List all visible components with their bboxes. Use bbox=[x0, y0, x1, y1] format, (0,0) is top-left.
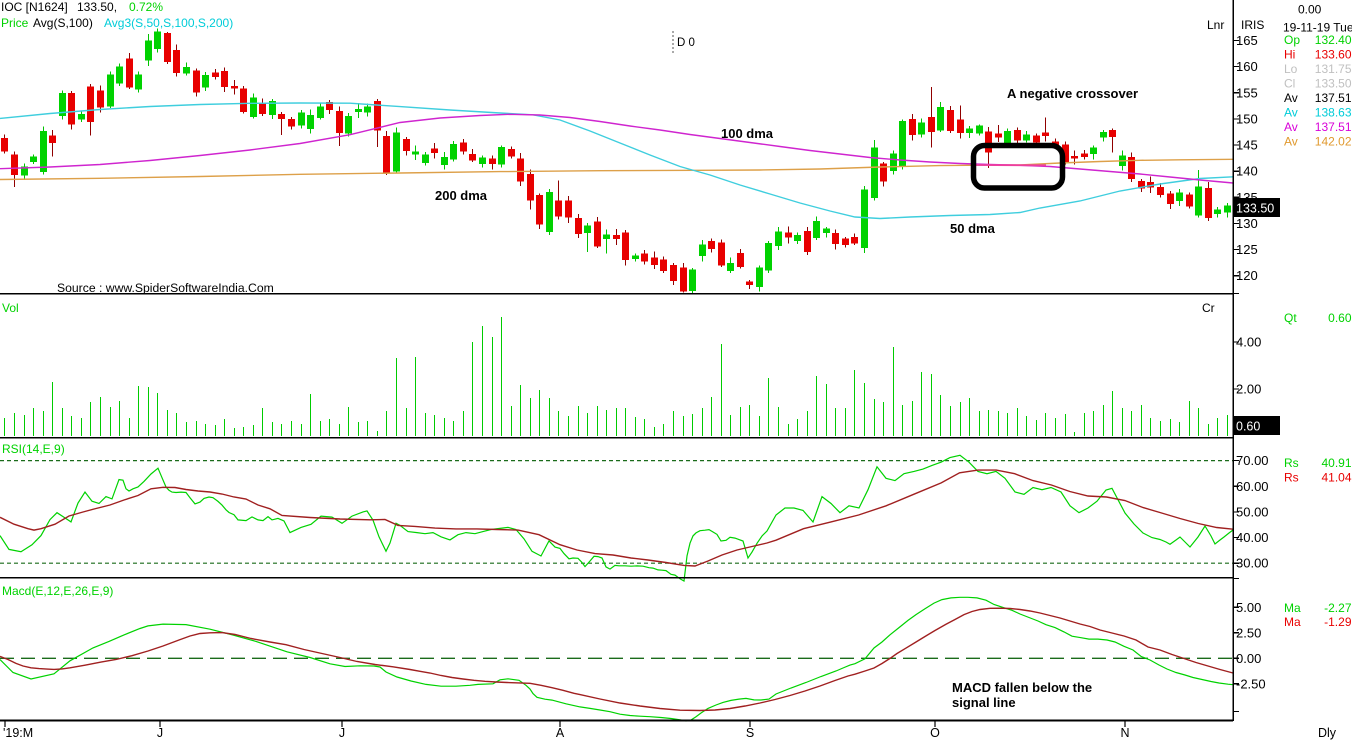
svg-text:5.00: 5.00 bbox=[1236, 600, 1261, 615]
svg-text:131.75: 131.75 bbox=[1315, 62, 1352, 76]
svg-text:A: A bbox=[556, 726, 565, 740]
svg-text:130: 130 bbox=[1236, 216, 1258, 231]
svg-text:IRIS: IRIS bbox=[1241, 18, 1264, 32]
svg-text:Macd(E,12,E,26,E,9): Macd(E,12,E,26,E,9) bbox=[2, 584, 113, 598]
svg-text:138.63: 138.63 bbox=[1315, 106, 1352, 120]
svg-text:D 0: D 0 bbox=[677, 37, 695, 49]
svg-text:Av: Av bbox=[1284, 106, 1298, 120]
svg-text:200 dma: 200 dma bbox=[435, 188, 488, 203]
svg-text:Ma: Ma bbox=[1284, 601, 1301, 615]
svg-text:Ma: Ma bbox=[1284, 615, 1301, 629]
svg-text:60.00: 60.00 bbox=[1236, 479, 1269, 494]
svg-text:Dly: Dly bbox=[1318, 726, 1337, 740]
svg-text:signal line: signal line bbox=[952, 695, 1016, 710]
svg-text:Av: Av bbox=[1284, 91, 1298, 105]
svg-text:Av: Av bbox=[1284, 135, 1298, 149]
svg-text:100 dma: 100 dma bbox=[721, 126, 774, 141]
svg-text:0.00: 0.00 bbox=[1298, 3, 1322, 17]
svg-text:Av: Av bbox=[1284, 120, 1298, 134]
svg-text:4.00: 4.00 bbox=[1236, 335, 1261, 350]
svg-text:Hi: Hi bbox=[1284, 48, 1295, 62]
svg-text:MACD fallen below the: MACD fallen below the bbox=[952, 680, 1092, 695]
svg-text:Rs: Rs bbox=[1284, 471, 1299, 485]
svg-text:30.00: 30.00 bbox=[1236, 556, 1269, 571]
svg-text:137.51: 137.51 bbox=[1315, 91, 1352, 105]
svg-text:0.72%: 0.72% bbox=[129, 0, 163, 14]
svg-text:132.40: 132.40 bbox=[1315, 33, 1352, 47]
svg-text:J: J bbox=[157, 726, 163, 740]
svg-text:0.60: 0.60 bbox=[1236, 420, 1260, 434]
svg-text:133.50: 133.50 bbox=[1236, 202, 1274, 216]
svg-text:Cl: Cl bbox=[1284, 77, 1295, 91]
svg-text:0.00: 0.00 bbox=[1236, 651, 1261, 666]
svg-text:133.60: 133.60 bbox=[1315, 48, 1352, 62]
svg-text:IOC [N1624]: IOC [N1624] bbox=[1, 0, 68, 14]
svg-text:150: 150 bbox=[1236, 111, 1258, 126]
svg-text:Lnr: Lnr bbox=[1207, 18, 1224, 32]
svg-text:133.50,: 133.50, bbox=[77, 0, 117, 14]
svg-text:Price: Price bbox=[1, 16, 29, 30]
svg-text:A negative crossover: A negative crossover bbox=[1007, 86, 1138, 101]
svg-text:'19:M: '19:M bbox=[3, 726, 33, 740]
svg-text:40.91: 40.91 bbox=[1321, 456, 1351, 470]
svg-text:Cr: Cr bbox=[1202, 301, 1215, 315]
svg-text:-2.50: -2.50 bbox=[1236, 676, 1266, 691]
svg-text:-2.27: -2.27 bbox=[1324, 601, 1352, 615]
svg-text:Vol: Vol bbox=[2, 301, 19, 315]
svg-text:140: 140 bbox=[1236, 164, 1258, 179]
svg-text:41.04: 41.04 bbox=[1321, 471, 1351, 485]
svg-text:120: 120 bbox=[1236, 268, 1258, 283]
svg-text:Rs: Rs bbox=[1284, 456, 1299, 470]
svg-text:50 dma: 50 dma bbox=[950, 221, 996, 236]
svg-text:J: J bbox=[339, 726, 345, 740]
svg-text:145: 145 bbox=[1236, 138, 1258, 153]
svg-text:Avg3(S,50,S,100,S,200): Avg3(S,50,S,100,S,200) bbox=[104, 16, 233, 30]
svg-text:2.00: 2.00 bbox=[1236, 382, 1261, 397]
svg-text:40.00: 40.00 bbox=[1236, 530, 1269, 545]
svg-text:0.60: 0.60 bbox=[1328, 311, 1352, 325]
svg-text:Lo: Lo bbox=[1284, 62, 1298, 76]
svg-text:S: S bbox=[746, 726, 754, 740]
svg-text:165: 165 bbox=[1236, 33, 1258, 48]
svg-text:137.51: 137.51 bbox=[1315, 120, 1352, 134]
svg-text:Source : www.SpiderSoftwareInd: Source : www.SpiderSoftwareIndia.Com bbox=[57, 281, 274, 295]
svg-text:Avg(S,100): Avg(S,100) bbox=[33, 16, 93, 30]
svg-text:RSI(14,E,9): RSI(14,E,9) bbox=[2, 442, 65, 456]
svg-text:O: O bbox=[930, 726, 940, 740]
svg-text:70.00: 70.00 bbox=[1236, 453, 1269, 468]
svg-text:-1.29: -1.29 bbox=[1324, 615, 1352, 629]
svg-text:N: N bbox=[1120, 726, 1129, 740]
svg-text:125: 125 bbox=[1236, 242, 1258, 257]
svg-text:133.50: 133.50 bbox=[1315, 77, 1352, 91]
svg-text:155: 155 bbox=[1236, 85, 1258, 100]
svg-text:142.02: 142.02 bbox=[1315, 135, 1352, 149]
svg-text:Qt: Qt bbox=[1284, 311, 1297, 325]
svg-text:50.00: 50.00 bbox=[1236, 504, 1269, 519]
svg-text:160: 160 bbox=[1236, 59, 1258, 74]
svg-text:2.50: 2.50 bbox=[1236, 625, 1261, 640]
svg-text:Op: Op bbox=[1284, 33, 1300, 47]
